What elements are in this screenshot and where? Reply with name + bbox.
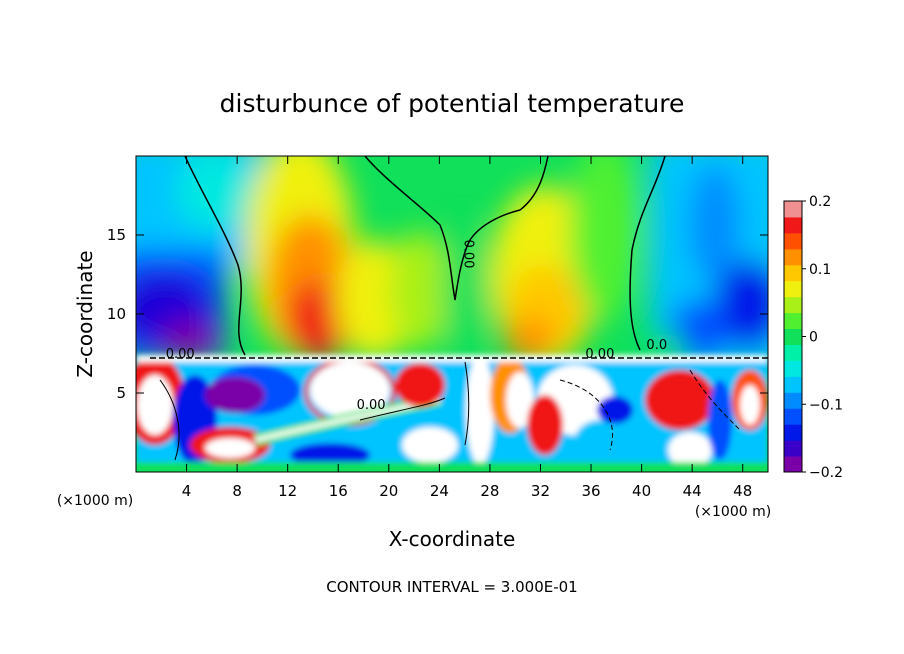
x-tick-label: 28 [480, 482, 499, 500]
x-tick-label: 20 [379, 482, 398, 500]
upper-field [136, 156, 768, 370]
zero-contour-left [184, 156, 246, 356]
contour-label: 0.00 [461, 239, 476, 268]
contour-labels: 0.00 0.00 0.00 0.00 0.0 [166, 239, 667, 412]
x-tick-label: 48 [733, 482, 752, 500]
y-axis-ticks: 5 10 15 [107, 226, 768, 402]
x-tick-label: 4 [182, 482, 192, 500]
contour-label: 0.00 [585, 347, 614, 362]
y-tick-label: 5 [116, 384, 126, 402]
colorbar-swatch [784, 328, 802, 345]
contour-label: 0.00 [357, 398, 386, 413]
y-axis-label: Z-coordinate [73, 250, 97, 377]
x-axis-label: X-coordinate [389, 527, 516, 551]
colorbar-swatch [784, 344, 802, 361]
colorbar-swatch [784, 440, 802, 457]
colorbar-swatch [784, 201, 802, 218]
x-tick-label: 8 [232, 482, 242, 500]
colorbar: 0.2 0.1 0 −0.1 −0.2 [783, 194, 843, 481]
plot-area: 0.00 0.00 0.00 0.00 0.0 [136, 156, 768, 472]
x-tick-label: 32 [531, 482, 550, 500]
x-tick-label: 36 [581, 482, 600, 500]
y-tick-label: 10 [107, 305, 126, 323]
colorbar-swatch [784, 280, 802, 298]
x-unit-label-left: (×1000 m) [57, 493, 133, 509]
y-tick-label: 15 [107, 226, 126, 244]
colorbar-tick-label: −0.1 [809, 397, 843, 413]
colorbar-swatch [784, 456, 802, 473]
colorbar-tick-label: 0 [809, 330, 818, 346]
contour-label: 0.00 [166, 347, 195, 362]
contour-interval-footer: CONTOUR INTERVAL = 3.000E-01 [326, 578, 577, 596]
x-tick-label: 40 [632, 482, 651, 500]
zero-contour-right [629, 156, 666, 351]
colorbar-swatch [784, 312, 802, 330]
colorbar-swatch [784, 392, 802, 409]
colorbar-swatch [784, 264, 802, 282]
x-tick-label: 12 [278, 482, 297, 500]
colorbar-swatch [784, 376, 802, 393]
colorbar-swatch [784, 408, 802, 425]
colorbar-tick-label: 0.2 [809, 194, 831, 210]
colorbar-swatch [784, 248, 802, 266]
contour-lines [150, 156, 768, 461]
x-tick-label: 44 [683, 482, 702, 500]
colorbar-swatch [784, 216, 802, 234]
contour-label: 0.0 [646, 338, 667, 353]
colorbar-swatch [784, 232, 802, 250]
lower-field [136, 355, 768, 472]
x-tick-label: 16 [329, 482, 348, 500]
chart-title: disturbunce of potential temperature [220, 89, 685, 118]
x-tick-label: 24 [430, 482, 449, 500]
x-axis-ticks: 4 8 12 16 20 24 28 32 36 40 44 48 [182, 156, 752, 500]
colorbar-swatch [784, 296, 802, 314]
colorbar-swatch [784, 360, 802, 377]
colorbar-tick-label: 0.1 [809, 262, 831, 278]
colorbar-swatch [784, 424, 802, 441]
colorbar-tick-label: −0.2 [809, 465, 843, 481]
zero-contour-center [364, 156, 549, 301]
x-unit-label-right: (×1000 m) [695, 504, 771, 520]
